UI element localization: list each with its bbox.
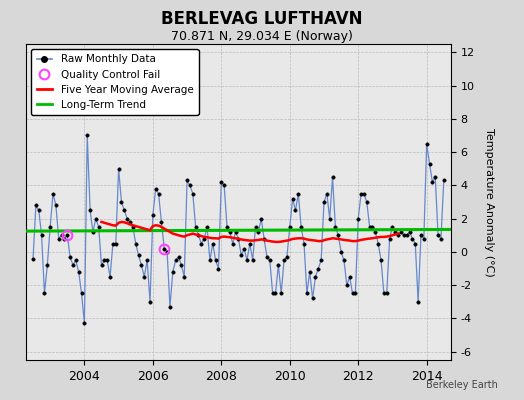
Text: Berkeley Earth: Berkeley Earth [426,380,498,390]
Text: BERLEVAG LUFTHAVN: BERLEVAG LUFTHAVN [161,10,363,28]
Y-axis label: Temperature Anomaly (°C): Temperature Anomaly (°C) [484,128,494,276]
Text: 70.871 N, 29.034 E (Norway): 70.871 N, 29.034 E (Norway) [171,30,353,43]
Legend: Raw Monthly Data, Quality Control Fail, Five Year Moving Average, Long-Term Tren: Raw Monthly Data, Quality Control Fail, … [31,49,199,115]
